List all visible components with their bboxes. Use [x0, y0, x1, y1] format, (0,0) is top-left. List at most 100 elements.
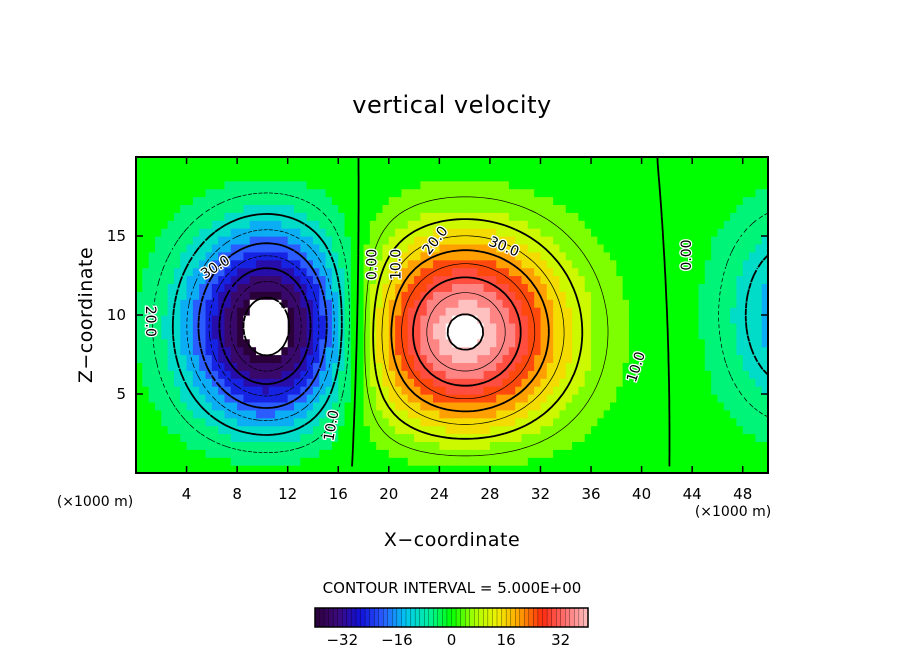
field-cell: [331, 401, 339, 411]
field-cell: [723, 212, 731, 221]
field-cell: [761, 330, 768, 340]
field-cell: [249, 409, 257, 419]
field-cell: [439, 196, 447, 205]
field-cell: [521, 157, 529, 166]
field-cell: [300, 299, 308, 308]
field-cell: [363, 401, 371, 411]
field-cell: [521, 417, 529, 427]
field-cell: [717, 204, 725, 213]
field-cell: [407, 401, 415, 411]
field-cell: [192, 370, 200, 379]
field-cell: [300, 370, 308, 379]
field-cell: [161, 370, 169, 379]
field-cell: [357, 267, 365, 277]
colorbar-cell: [574, 607, 580, 628]
field-cell: [730, 401, 737, 411]
field-cell: [584, 291, 592, 300]
field-cell: [300, 401, 308, 411]
field-cell: [610, 243, 617, 253]
field-cell: [414, 251, 421, 261]
field-cell: [230, 299, 238, 308]
field-cell: [711, 275, 719, 284]
field-cell: [180, 283, 188, 292]
field-cell: [641, 346, 649, 356]
field-cell: [515, 299, 523, 308]
field-cell: [249, 457, 257, 466]
field-cell: [224, 346, 232, 356]
field-cell: [591, 180, 598, 190]
field-cell: [300, 322, 308, 332]
field-cell: [647, 370, 655, 379]
field-cell: [692, 449, 700, 458]
field-cell: [641, 417, 649, 427]
field-cell: [508, 401, 516, 411]
field-cell: [458, 315, 466, 324]
field-cell: [704, 259, 712, 269]
field-cell: [483, 236, 491, 245]
field-cell: [717, 378, 725, 387]
field-cell: [515, 449, 523, 458]
field-cell: [603, 299, 611, 308]
field-cell: [540, 275, 548, 284]
field-cell: [192, 346, 200, 356]
field-cell: [218, 196, 226, 205]
field-cell: [249, 180, 257, 190]
field-cell: [287, 346, 295, 356]
field-cell: [730, 417, 737, 427]
field-cell: [679, 465, 687, 473]
field-cell: [654, 370, 662, 379]
field-cell: [262, 157, 270, 166]
field-cell: [237, 394, 245, 403]
field-cell: [237, 307, 245, 316]
field-cell: [439, 354, 447, 363]
field-cell: [559, 243, 567, 253]
field-cell: [344, 330, 352, 340]
field-cell: [325, 449, 333, 458]
field-cell: [382, 465, 390, 473]
field-cell: [287, 409, 295, 419]
field-cell: [698, 409, 706, 419]
field-cell: [262, 236, 270, 245]
field-cell: [692, 251, 700, 261]
field-cell: [489, 322, 497, 332]
field-cell: [268, 425, 276, 435]
field-cell: [211, 417, 219, 427]
field-cell: [736, 243, 744, 253]
field-cell: [306, 172, 314, 182]
field-cell: [723, 425, 731, 435]
field-cell: [136, 283, 143, 292]
field-cell: [224, 338, 232, 348]
field-cell: [275, 449, 282, 458]
field-cell: [161, 172, 169, 182]
field-cell: [749, 449, 756, 458]
field-cell: [534, 394, 542, 403]
field-cell: [521, 370, 529, 379]
field-cell: [534, 267, 542, 277]
field-cell: [357, 283, 365, 292]
field-cell: [603, 449, 611, 458]
field-cell: [458, 409, 466, 419]
field-cell: [660, 386, 668, 395]
field-cell: [224, 394, 232, 403]
field-cell: [730, 172, 737, 182]
field-cell: [489, 172, 497, 182]
field-cell: [464, 417, 472, 427]
colorbar-cell: [319, 607, 325, 628]
field-cell: [325, 386, 333, 395]
colorbar-tick-label: 16: [497, 631, 516, 649]
field-cell: [331, 157, 339, 166]
field-cell: [553, 394, 561, 403]
field-cell: [357, 307, 365, 316]
field-cell: [369, 212, 377, 221]
field-cell: [426, 275, 434, 284]
field-cell: [433, 338, 440, 348]
field-cell: [591, 204, 598, 213]
field-cell: [527, 322, 535, 332]
field-cell: [704, 457, 712, 466]
field-cell: [565, 457, 573, 466]
field-cell: [723, 228, 731, 237]
field-cell: [666, 307, 674, 316]
field-cell: [534, 228, 542, 237]
field-cell: [199, 164, 207, 174]
field-cell: [698, 401, 706, 411]
